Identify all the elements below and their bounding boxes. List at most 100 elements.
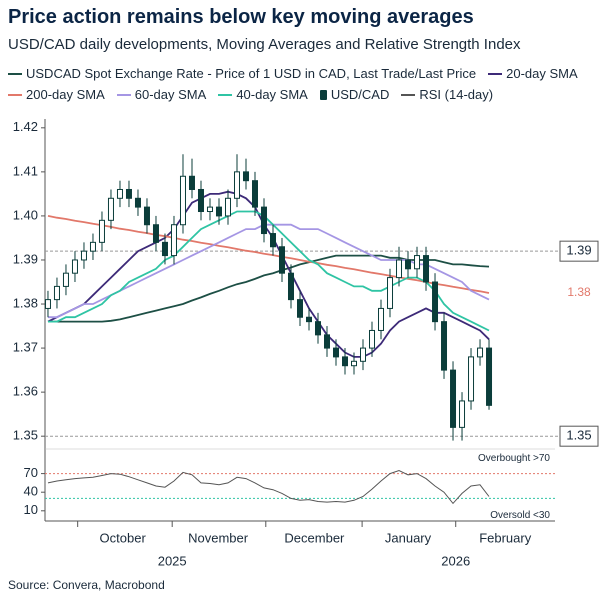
- y-tick-label: 1.41: [13, 163, 38, 178]
- x-tick-label: February: [479, 530, 532, 545]
- legend-swatch: [218, 93, 233, 96]
- legend: USDCAD Spot Exchange Rate - Price of 1 U…: [8, 66, 600, 102]
- sma-line: [48, 254, 490, 323]
- y-tick-label: 1.37: [13, 340, 38, 355]
- candle-body: [188, 175, 195, 190]
- y-tick-label: 1.40: [13, 207, 38, 222]
- candle-body: [306, 316, 313, 323]
- candle-body: [206, 206, 213, 213]
- rsi-line: [47, 469, 490, 505]
- legend-label: 20-day SMA: [506, 66, 578, 81]
- rsi-threshold-label: Oversold <30: [490, 510, 550, 521]
- candle-body: [450, 369, 457, 428]
- legend-swatch: [401, 93, 416, 96]
- candle-body: [62, 272, 69, 287]
- candle-body: [396, 259, 403, 279]
- candle-body: [414, 255, 421, 270]
- candle-body: [233, 171, 240, 199]
- x-tick-label: December: [284, 530, 345, 545]
- candle-body: [278, 246, 285, 274]
- source: Source: Convera, Macrobond: [8, 578, 165, 592]
- candle-body: [224, 197, 231, 217]
- x-tick-label: January: [385, 530, 432, 545]
- sma-line: [47, 215, 490, 294]
- legend-item: 60-day SMA: [116, 87, 207, 102]
- candle-body: [333, 347, 340, 358]
- candle-body: [477, 347, 484, 358]
- y-tick-label: 1.36: [13, 384, 38, 399]
- legend-item: USD/CAD: [319, 87, 390, 102]
- candle-body: [89, 241, 96, 252]
- x-tick-label: October: [100, 530, 147, 545]
- legend-item: 40-day SMA: [218, 87, 308, 102]
- reference-box: [559, 240, 599, 262]
- candle-body: [369, 329, 376, 349]
- candle-body: [53, 285, 60, 301]
- rsi-threshold-label: Overbought >70: [478, 453, 550, 464]
- candle-body: [80, 250, 87, 261]
- candle-body: [179, 175, 186, 226]
- legend-item: RSI (14-day): [401, 87, 493, 102]
- y-tick-label: 1.35: [13, 428, 38, 443]
- legend-swatch: [8, 72, 22, 75]
- candle-body: [360, 347, 367, 362]
- chart-title: Price action remains below key moving av…: [8, 6, 474, 28]
- legend-item: USDCAD Spot Exchange Rate - Price of 1 U…: [8, 66, 476, 81]
- legend-label: 60-day SMA: [134, 87, 207, 102]
- rsi-tick-label: 40: [24, 484, 38, 499]
- sma-line: [48, 223, 490, 319]
- candle-body: [197, 188, 204, 213]
- candle-body: [170, 224, 177, 257]
- sma-line: [47, 190, 490, 358]
- candle-body: [297, 299, 303, 318]
- reference-box: [559, 425, 599, 447]
- candle-body: [269, 233, 276, 248]
- candle-body: [215, 206, 222, 217]
- legend-swatch: [319, 89, 327, 100]
- candle-body: [486, 347, 493, 406]
- candle-body: [152, 224, 159, 243]
- reference-label: 1.35: [566, 428, 591, 443]
- rsi-tick-label: 70: [24, 465, 38, 480]
- candle-body: [251, 180, 258, 208]
- sma-line: [48, 210, 490, 332]
- candle-body: [143, 206, 150, 226]
- x-tick-label: November: [188, 530, 249, 545]
- y-tick-label: 1.39: [13, 251, 38, 266]
- legend-label: 40-day SMA: [236, 87, 308, 102]
- rsi-tick-label: 10: [24, 502, 38, 517]
- candle-body: [134, 197, 141, 208]
- y-tick-label: 1.42: [13, 119, 38, 134]
- candle-body: [287, 272, 294, 301]
- year-label: 2025: [158, 553, 187, 568]
- candle-body: [242, 171, 249, 182]
- candle-body: [459, 400, 466, 428]
- candle-body: [468, 356, 475, 402]
- chart-subtitle: USD/CAD daily developments, Moving Avera…: [8, 36, 521, 53]
- legend-label: USDCAD Spot Exchange Rate - Price of 1 U…: [26, 66, 477, 81]
- candle-body: [161, 241, 168, 257]
- legend-swatch: [116, 93, 131, 96]
- reference-label: 1.39: [566, 243, 591, 258]
- candle-body: [324, 334, 331, 349]
- candle-body: [405, 259, 412, 270]
- candle-body: [315, 321, 322, 336]
- legend-item: 20-day SMA: [488, 66, 578, 81]
- legend-label: RSI (14-day): [419, 87, 494, 102]
- candle-body: [44, 299, 51, 309]
- candle-body: [441, 321, 448, 371]
- legend-swatch: [488, 72, 503, 75]
- year-label: 2026: [441, 553, 470, 568]
- y-tick-label: 1.38: [13, 295, 38, 310]
- candle-body: [378, 307, 385, 331]
- legend-label: USD/CAD: [330, 87, 390, 102]
- legend-label: 200-day SMA: [26, 87, 105, 102]
- candle-body: [423, 255, 430, 283]
- legend-swatch: [8, 93, 22, 96]
- candle-body: [98, 219, 105, 243]
- candle-body: [125, 188, 132, 199]
- candle-body: [260, 206, 267, 235]
- candle-body: [71, 259, 78, 274]
